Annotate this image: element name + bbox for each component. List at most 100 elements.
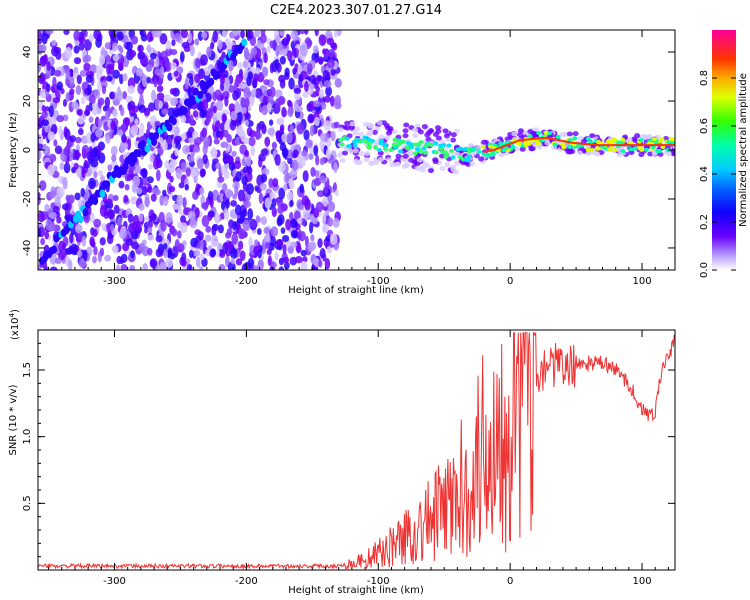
heatmap-cell bbox=[144, 144, 151, 153]
heatmap-cell bbox=[119, 73, 124, 85]
heatmap-cell bbox=[182, 197, 187, 209]
heatmap-cell bbox=[130, 241, 139, 250]
heatmap-cell bbox=[478, 156, 485, 162]
heatmap-cell bbox=[281, 133, 288, 143]
heatmap-cell bbox=[670, 141, 675, 146]
heatmap-cell bbox=[325, 86, 332, 97]
colorbar-ticks: 0.0 0.2 0.4 0.6 0.8 bbox=[699, 70, 736, 278]
heatmap-cell bbox=[67, 259, 73, 270]
heatmap-cell bbox=[304, 198, 311, 211]
heatmap-cell bbox=[100, 175, 106, 182]
heatmap-cell bbox=[45, 83, 51, 92]
heatmap-cell bbox=[188, 249, 194, 259]
heatmap-cell bbox=[54, 196, 61, 208]
heatmap-cell bbox=[77, 231, 83, 241]
heatmap-cell bbox=[511, 131, 518, 137]
heatmap-cell bbox=[254, 30, 261, 38]
heatmap-cell bbox=[218, 39, 223, 50]
heatmap-cell bbox=[244, 52, 253, 61]
y-tick-label: -20 bbox=[22, 191, 33, 207]
heatmap-cell bbox=[244, 119, 249, 127]
heatmap-cell bbox=[112, 69, 120, 79]
heatmap-cell bbox=[199, 187, 205, 196]
heatmap-cell bbox=[215, 100, 224, 112]
heatmap-cell bbox=[462, 147, 468, 152]
heatmap-cell bbox=[318, 34, 327, 47]
heatmap-cell bbox=[224, 95, 229, 107]
heatmap-cell bbox=[275, 44, 280, 57]
heatmap-cell bbox=[193, 249, 201, 257]
heatmap-cell bbox=[289, 199, 294, 207]
heatmap-cell bbox=[344, 120, 351, 126]
heatmap-cell bbox=[391, 142, 397, 147]
heatmap-cell bbox=[279, 30, 285, 37]
heatmap-cell bbox=[65, 194, 71, 202]
heatmap-cell bbox=[174, 147, 179, 157]
heatmap-cell bbox=[302, 91, 309, 98]
heatmap-cell bbox=[41, 110, 48, 119]
heatmap-cell bbox=[323, 186, 329, 194]
heatmap-cell bbox=[243, 137, 250, 145]
heatmap-cell bbox=[156, 85, 164, 93]
heatmap-cell bbox=[45, 218, 53, 231]
heatmap-cell bbox=[333, 30, 338, 38]
heatmap-cell bbox=[51, 39, 57, 46]
heatmap-cell bbox=[275, 34, 281, 44]
heatmap-cell bbox=[182, 144, 190, 155]
heatmap-cell bbox=[246, 30, 252, 42]
heatmap-cell bbox=[159, 33, 168, 45]
heatmap-cell bbox=[64, 128, 71, 141]
x-tick-label: -100 bbox=[367, 576, 390, 587]
heatmap-cell bbox=[254, 185, 259, 192]
heatmap-cell bbox=[279, 55, 286, 65]
heatmap-cell bbox=[318, 175, 327, 184]
heatmap-cell bbox=[184, 183, 189, 191]
heatmap-cell bbox=[223, 209, 230, 220]
heatmap-cell bbox=[275, 130, 282, 138]
heatmap-cell bbox=[159, 72, 165, 80]
heatmap-cell bbox=[517, 128, 524, 134]
heatmap-cell bbox=[144, 215, 150, 223]
heatmap-cell bbox=[182, 132, 188, 140]
heatmap-cell bbox=[323, 120, 332, 131]
heatmap-cell bbox=[150, 89, 157, 102]
heatmap-cell bbox=[234, 101, 240, 113]
heatmap-cell bbox=[106, 233, 114, 245]
heatmap-cell bbox=[183, 207, 190, 216]
heatmap-cell bbox=[115, 264, 121, 270]
heatmap-cell bbox=[435, 128, 442, 134]
x-tick-label: -200 bbox=[235, 276, 258, 287]
snr-x-ticks: -300 -200 -100 0 100 bbox=[48, 330, 669, 587]
heatmap-cell bbox=[669, 137, 675, 142]
heatmap-cell bbox=[104, 180, 111, 189]
heatmap-cell bbox=[215, 162, 222, 170]
heatmap-cell bbox=[88, 34, 94, 43]
heatmap-cell bbox=[92, 228, 98, 238]
heatmap-cells bbox=[38, 30, 675, 270]
heatmap-cell bbox=[180, 115, 187, 124]
heatmap-cell bbox=[481, 152, 487, 157]
heatmap-cell bbox=[319, 157, 325, 166]
heatmap-cell bbox=[209, 196, 214, 209]
heatmap-cell bbox=[325, 30, 333, 39]
heatmap-cell bbox=[309, 124, 315, 137]
heatmap-cell bbox=[239, 228, 246, 240]
heatmap-cell bbox=[99, 189, 106, 198]
heatmap-cell bbox=[141, 74, 149, 87]
heatmap-cell bbox=[277, 205, 284, 215]
heatmap-cell bbox=[271, 141, 278, 150]
heatmap-cell bbox=[307, 113, 315, 124]
heatmap-cell bbox=[163, 141, 168, 151]
heatmap-cell bbox=[245, 112, 251, 121]
heatmap-cell bbox=[262, 95, 268, 106]
heatmap-cell bbox=[453, 128, 460, 134]
heatmap-cell bbox=[76, 74, 82, 85]
heatmap-cell bbox=[265, 241, 270, 249]
heatmap-cell bbox=[38, 143, 44, 151]
heatmap-cell bbox=[44, 203, 50, 212]
heatmap-cell bbox=[112, 108, 118, 118]
heatmap-cell bbox=[181, 265, 187, 270]
heatmap-cell bbox=[402, 153, 409, 159]
heatmap-cell bbox=[193, 175, 198, 184]
heatmap-cell bbox=[61, 242, 67, 251]
